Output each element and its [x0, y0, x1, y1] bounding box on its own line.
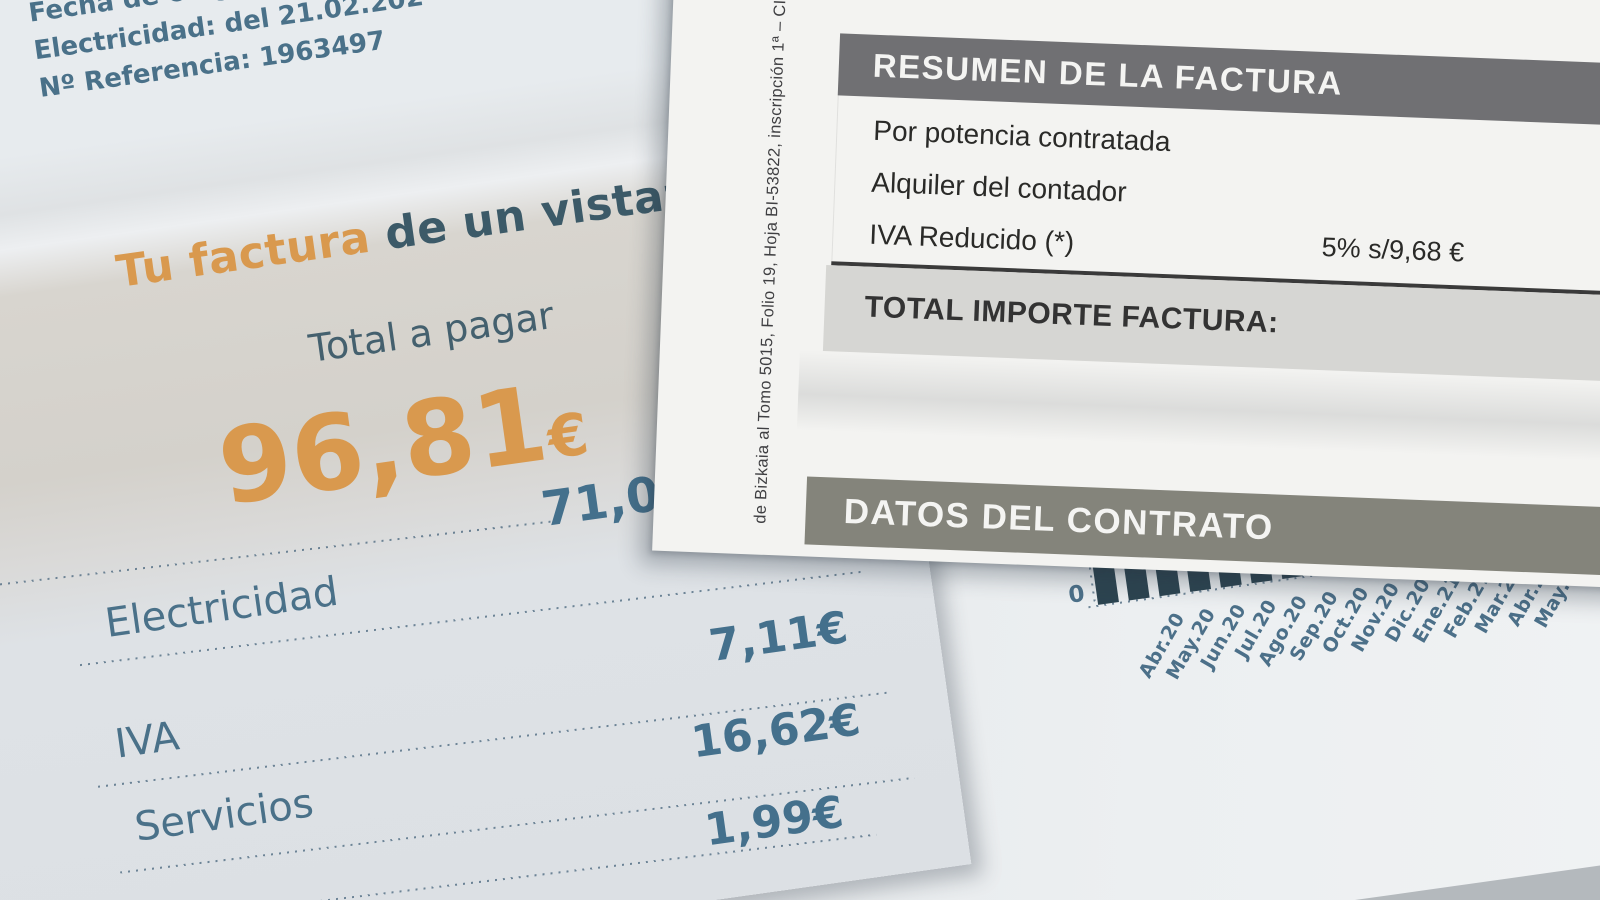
row-label-iva: IVA: [112, 713, 182, 768]
row-value-electricidad: 7,11€: [705, 602, 851, 673]
row-value-iva: 16,62€: [688, 694, 864, 769]
summary-line-potencia: Por potencia contratada: [872, 114, 1172, 158]
page-title: Tu factura de un vistazo: [113, 163, 723, 298]
y-tick-0: 0: [1066, 580, 1087, 609]
invoice-header-block: Fecha de c Fecha de cargo: 3 Electricida…: [21, 0, 431, 108]
total-importe-label: TOTAL IMPORTE FACTURA:: [863, 290, 1280, 340]
total-amount-number: 96,81: [211, 362, 555, 530]
registry-edge-note: de Bizkaia al Tomo 5015, Folio 19, Hoja …: [751, 0, 791, 525]
summary-lines-box: Por potencia contratada Alquiler del con…: [831, 95, 1600, 294]
total-to-pay-amount: 96,81€: [212, 362, 593, 529]
row-label-electricidad: Electricidad: [102, 568, 342, 647]
summary-line-iva-reducido: IVA Reducido (*): [868, 218, 1075, 258]
summary-line-alquiler: Alquiler del contador: [870, 166, 1128, 208]
euro-symbol: €: [543, 399, 593, 473]
summary-invoice-sheet: de Bizkaia al Tomo 5015, Folio 19, Hoja …: [652, 0, 1600, 589]
total-to-pay-label: Total a pagar: [306, 292, 557, 371]
page-title-accent: Tu factura: [113, 211, 374, 298]
row-label-servicios: Servicios: [131, 780, 317, 851]
